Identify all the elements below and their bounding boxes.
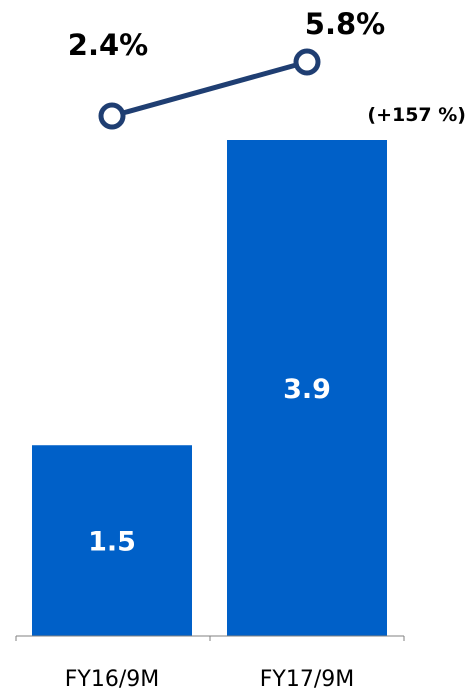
ratio-point-marker bbox=[293, 48, 321, 76]
annotations-layer: (+157 %) bbox=[367, 104, 466, 126]
bars-layer: 1.5 3.9 bbox=[32, 140, 387, 636]
bar-value-label: 3.9 bbox=[283, 374, 331, 405]
x-ticks-layer: FY16/9M FY17/9M bbox=[15, 636, 405, 692]
ratio-value-label: 5.8% bbox=[305, 7, 385, 41]
x-tick-label: FY16/9M bbox=[65, 667, 159, 692]
growth-annotation: (+157 %) bbox=[367, 104, 466, 126]
bar-value-label: 1.5 bbox=[88, 527, 136, 558]
bar-fy17-9m bbox=[227, 140, 387, 636]
ratio-value-label: 2.4% bbox=[68, 28, 148, 62]
ratio-line-layer: 2.4% 5.8% bbox=[68, 7, 385, 130]
ratio-line bbox=[111, 59, 308, 119]
bar-fy16-9m bbox=[32, 445, 192, 636]
x-tick-label: FY17/9M bbox=[260, 667, 354, 692]
ratio-point-marker bbox=[98, 102, 126, 130]
